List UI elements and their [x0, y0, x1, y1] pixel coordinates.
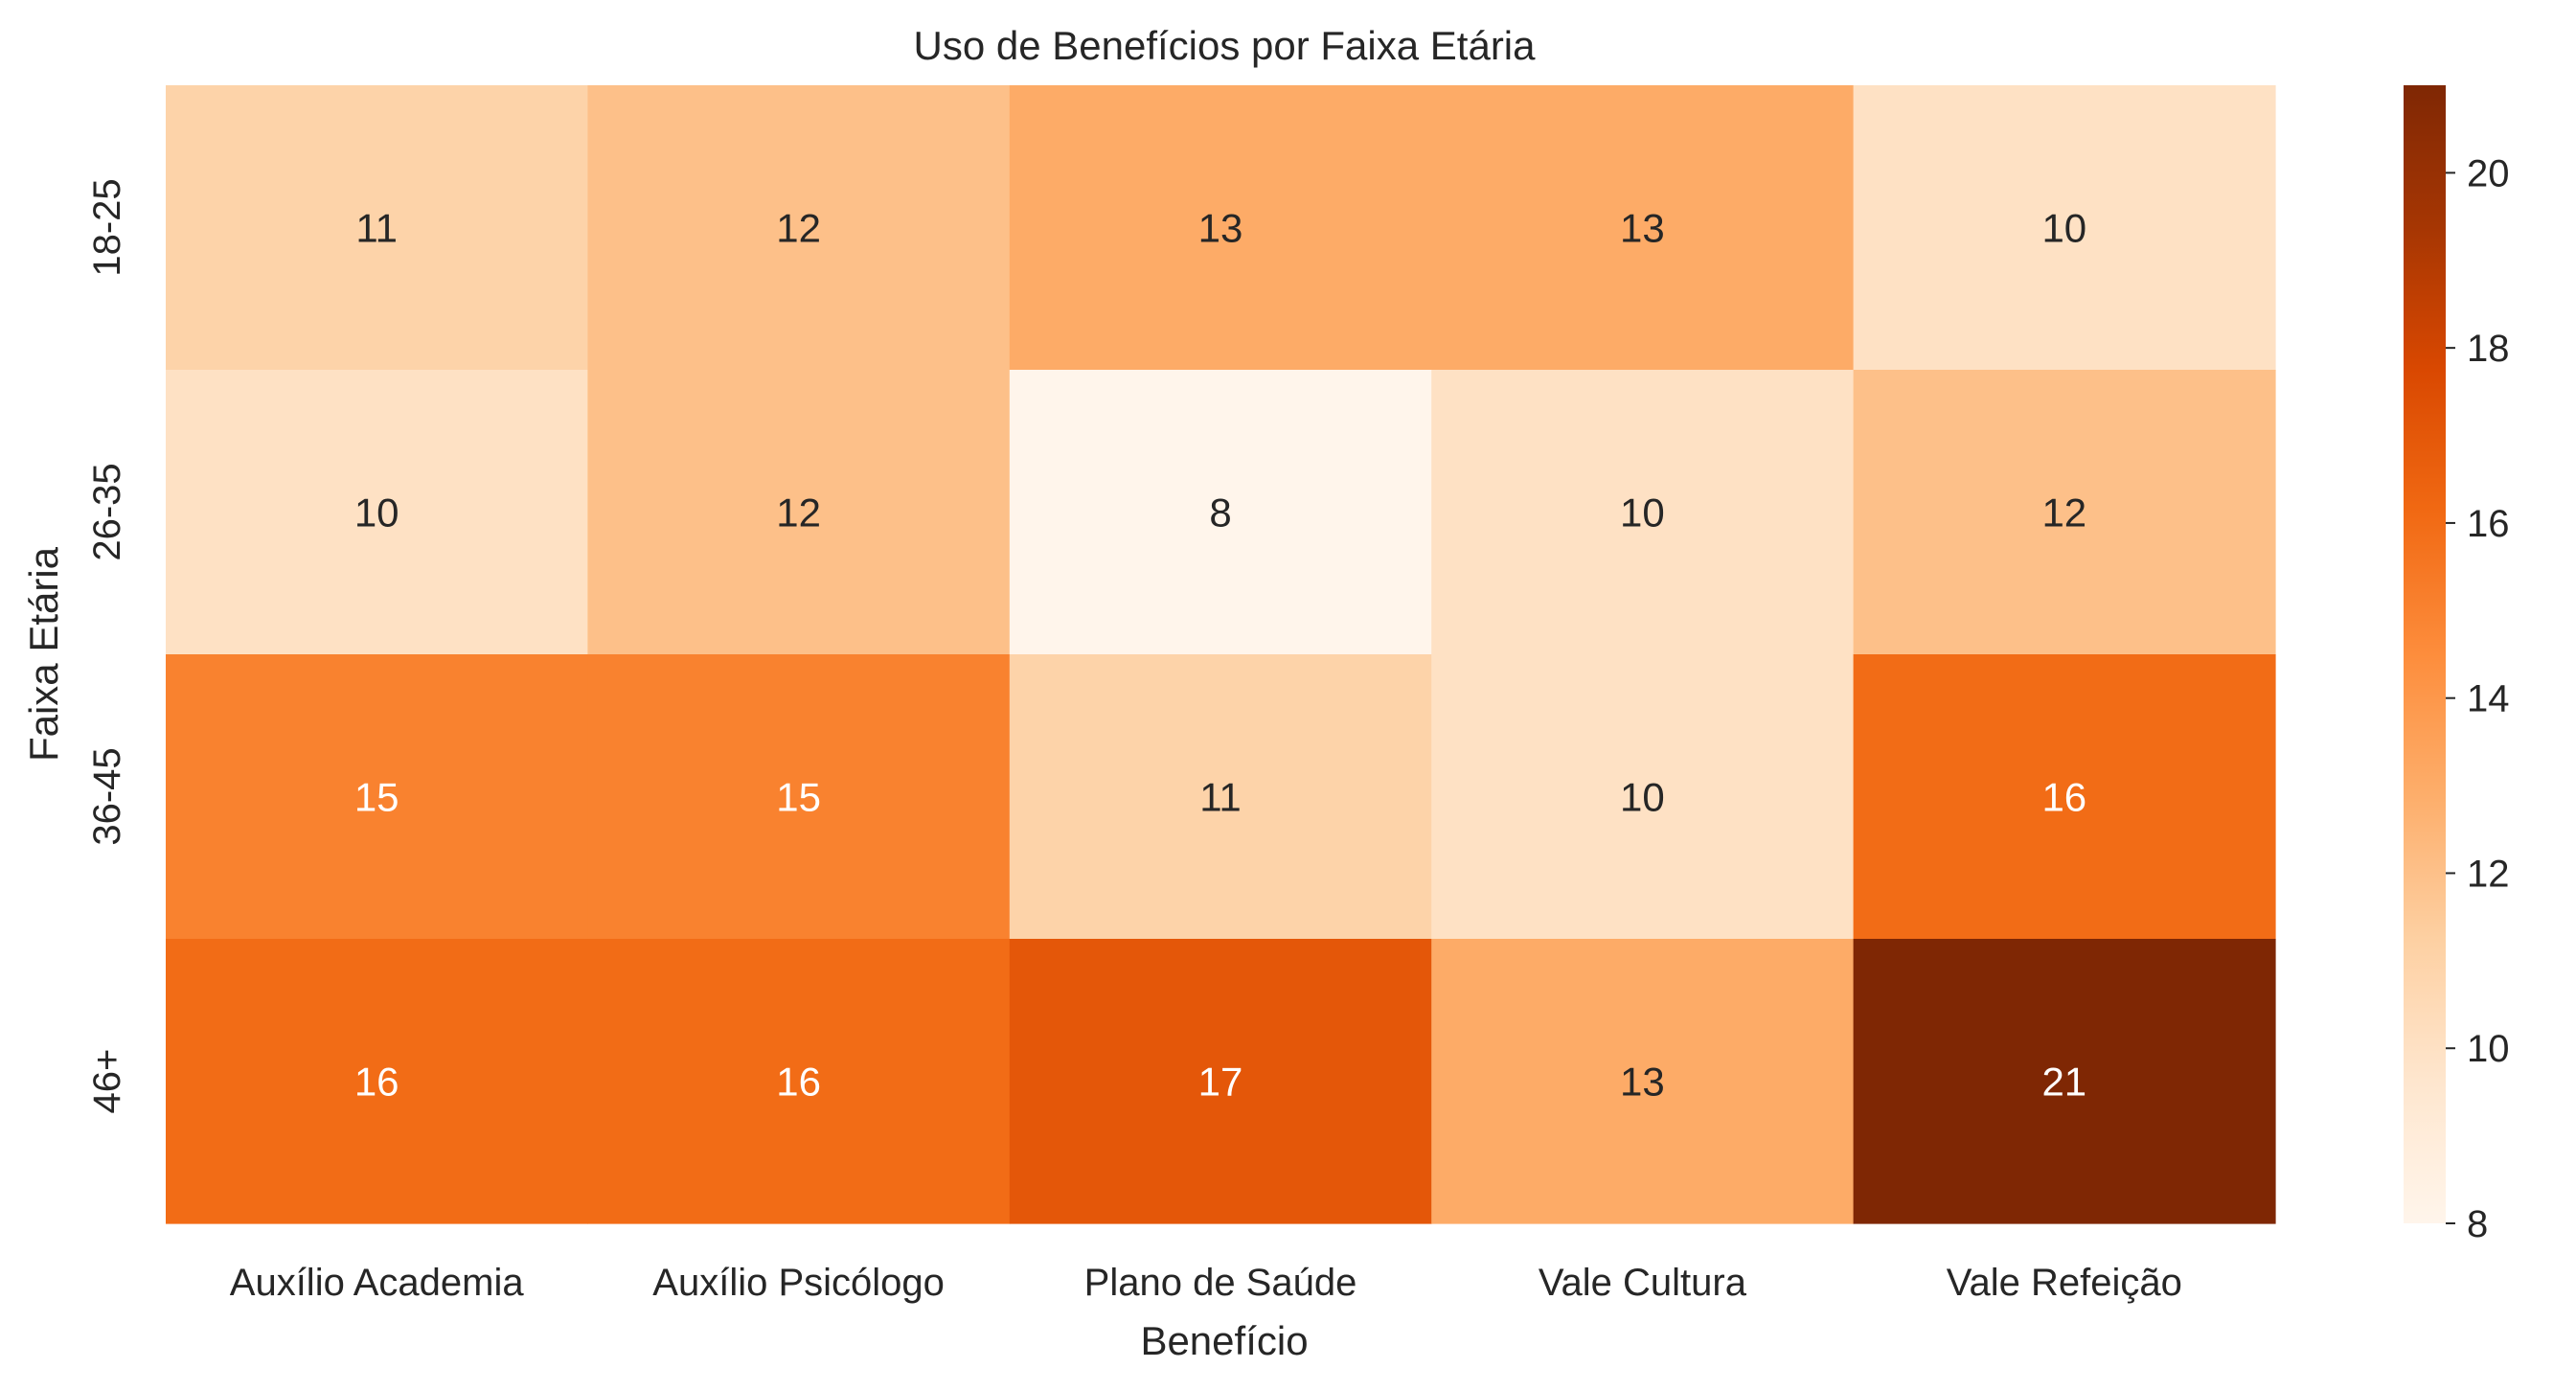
colorbar: [2404, 85, 2446, 1223]
colorbar-tick-label: 18: [2467, 328, 2510, 370]
y-tick-label: 46+: [86, 1049, 128, 1114]
chart-title: Uso de Benefícios por Faixa Etária: [914, 23, 1537, 68]
heatmap-cell: [587, 85, 1011, 371]
x-tick-label: Plano de Saúde: [1084, 1262, 1357, 1304]
cell-value-label: 13: [1198, 206, 1243, 251]
heatmap-cell: [1009, 939, 1432, 1224]
heatmap-cell: [166, 85, 588, 371]
heatmap-cells: [166, 85, 2276, 1224]
heatmap-cell: [1431, 85, 1855, 371]
heatmap-cell: [1009, 370, 1432, 655]
colorbar-tick-label: 20: [2467, 152, 2510, 194]
y-tick-label: 36-45: [86, 747, 128, 845]
colorbar-tick-label: 8: [2467, 1203, 2488, 1245]
y-tick-label: 18-25: [86, 178, 128, 276]
cell-value-label: 12: [776, 490, 821, 536]
heatmap-cell: [1009, 85, 1432, 371]
colorbar-tick-label: 12: [2467, 853, 2510, 895]
heatmap-cell: [1853, 85, 2276, 371]
cell-value-label: 15: [776, 775, 821, 820]
heatmap-cell: [587, 370, 1011, 655]
cell-value-label: 11: [355, 206, 398, 251]
cell-value-label: 16: [776, 1060, 821, 1105]
heatmap-cell: [166, 370, 588, 655]
cell-value-label: 10: [354, 490, 399, 536]
y-axis-ticks: 18-25 26-35 36-45 46+: [86, 178, 128, 1113]
colorbar-tick-label: 16: [2467, 503, 2510, 545]
heatmap-cell: [1853, 939, 2276, 1224]
cell-value-label: 13: [1620, 1060, 1665, 1105]
y-tick-label: 26-35: [86, 463, 128, 560]
heatmap-cell: [1853, 370, 2276, 655]
colorbar-tick-label: 14: [2467, 678, 2510, 720]
heatmap-cell: [587, 654, 1011, 940]
y-axis-label: Faixa Etária: [21, 546, 66, 762]
cell-value-label: 16: [2041, 775, 2086, 820]
x-axis-label: Benefício: [1140, 1318, 1308, 1363]
x-axis-ticks: Auxílio Academia Auxílio Psicólogo Plano d…: [230, 1262, 2182, 1304]
cell-value-label: 10: [1620, 490, 1665, 536]
cell-value-label: 10: [2041, 206, 2086, 251]
cell-value-label: 21: [2041, 1060, 2086, 1105]
cell-value-label: 12: [2041, 490, 2086, 536]
cell-value-label: 8: [1209, 490, 1231, 536]
cell-value-label: 13: [1620, 206, 1665, 251]
x-tick-label: Vale Refeição: [1947, 1262, 2182, 1304]
heatmap-cell: [166, 939, 588, 1224]
x-tick-label: Vale Cultura: [1539, 1262, 1747, 1304]
cell-value-label: 12: [776, 206, 821, 251]
heatmap-cell: [1853, 654, 2276, 940]
heatmap-cell: [166, 654, 588, 940]
heatmap-cell: [587, 939, 1011, 1224]
colorbar-tick-label: 10: [2467, 1028, 2510, 1070]
x-tick-label: Auxílio Psicólogo: [652, 1262, 945, 1304]
heatmap-cell: [1431, 370, 1855, 655]
cell-value-label: 10: [1620, 775, 1665, 820]
heatmap-cell: [1431, 654, 1855, 940]
cell-value-label: 17: [1198, 1060, 1243, 1105]
heatmap-cell: [1009, 654, 1432, 940]
heatmap-cell: [1431, 939, 1855, 1224]
heatmap-cell-labels: 11 12 13 13 10 10 12 8 10 12 15 15 11 10 16 16 16 17 13 21: [354, 206, 2086, 1105]
colorbar-ticks: 8 10 12 14 16 18 20: [2446, 152, 2510, 1245]
x-tick-label: Auxílio Academia: [230, 1262, 525, 1304]
cell-value-label: 11: [1199, 775, 1242, 820]
cell-value-label: 15: [354, 775, 399, 820]
cell-value-label: 16: [354, 1060, 399, 1105]
